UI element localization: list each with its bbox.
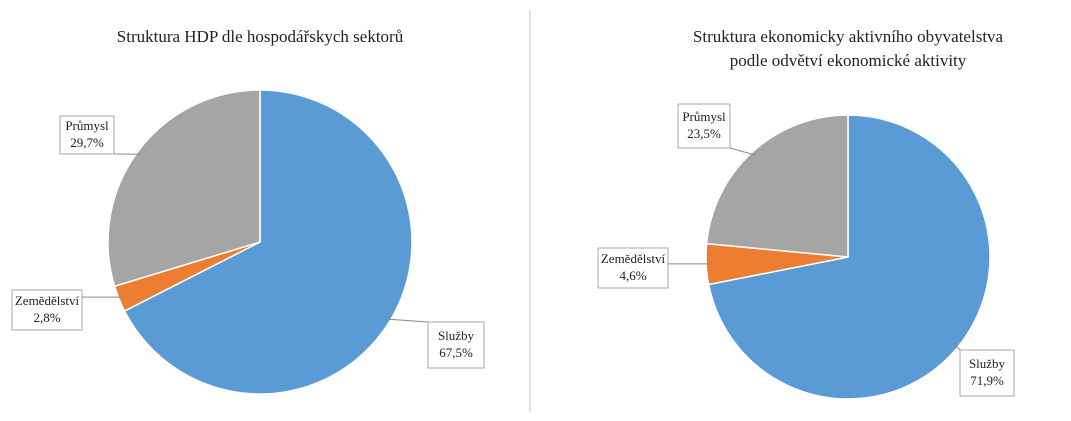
label-box: [959, 349, 1015, 397]
pie-slice: [107, 89, 261, 288]
leader-line: [954, 344, 961, 351]
label-box: [11, 289, 83, 331]
chart-title: Struktura ekonomicky aktivního obyvatels…: [693, 27, 1004, 46]
label-name: Zemědělství: [601, 251, 666, 266]
chart-title: podle odvětví ekonomické aktivity: [730, 51, 967, 70]
label-box: [677, 103, 731, 149]
label-name: Zemědělství: [15, 293, 80, 308]
label-box: [597, 247, 669, 289]
label-name: Průmysl: [682, 109, 726, 124]
chart-title: Struktura HDP dle hospodářskych sektorů: [117, 27, 404, 46]
label-value: 29,7%: [70, 135, 104, 150]
label-name: Průmysl: [65, 118, 109, 133]
leader-line: [729, 147, 756, 156]
label-box: [427, 321, 485, 369]
label-value: 67,5%: [439, 345, 473, 360]
leader-line: [385, 318, 429, 323]
label-value: 2,8%: [33, 310, 60, 325]
label-box: [59, 115, 115, 155]
label-value: 71,9%: [970, 373, 1004, 388]
pie-slice: [705, 114, 849, 258]
label-value: 4,6%: [619, 268, 646, 283]
label-name: Služby: [438, 328, 475, 343]
label-name: Služby: [969, 356, 1006, 371]
pie-slice: [123, 89, 413, 395]
label-value: 23,5%: [687, 126, 721, 141]
